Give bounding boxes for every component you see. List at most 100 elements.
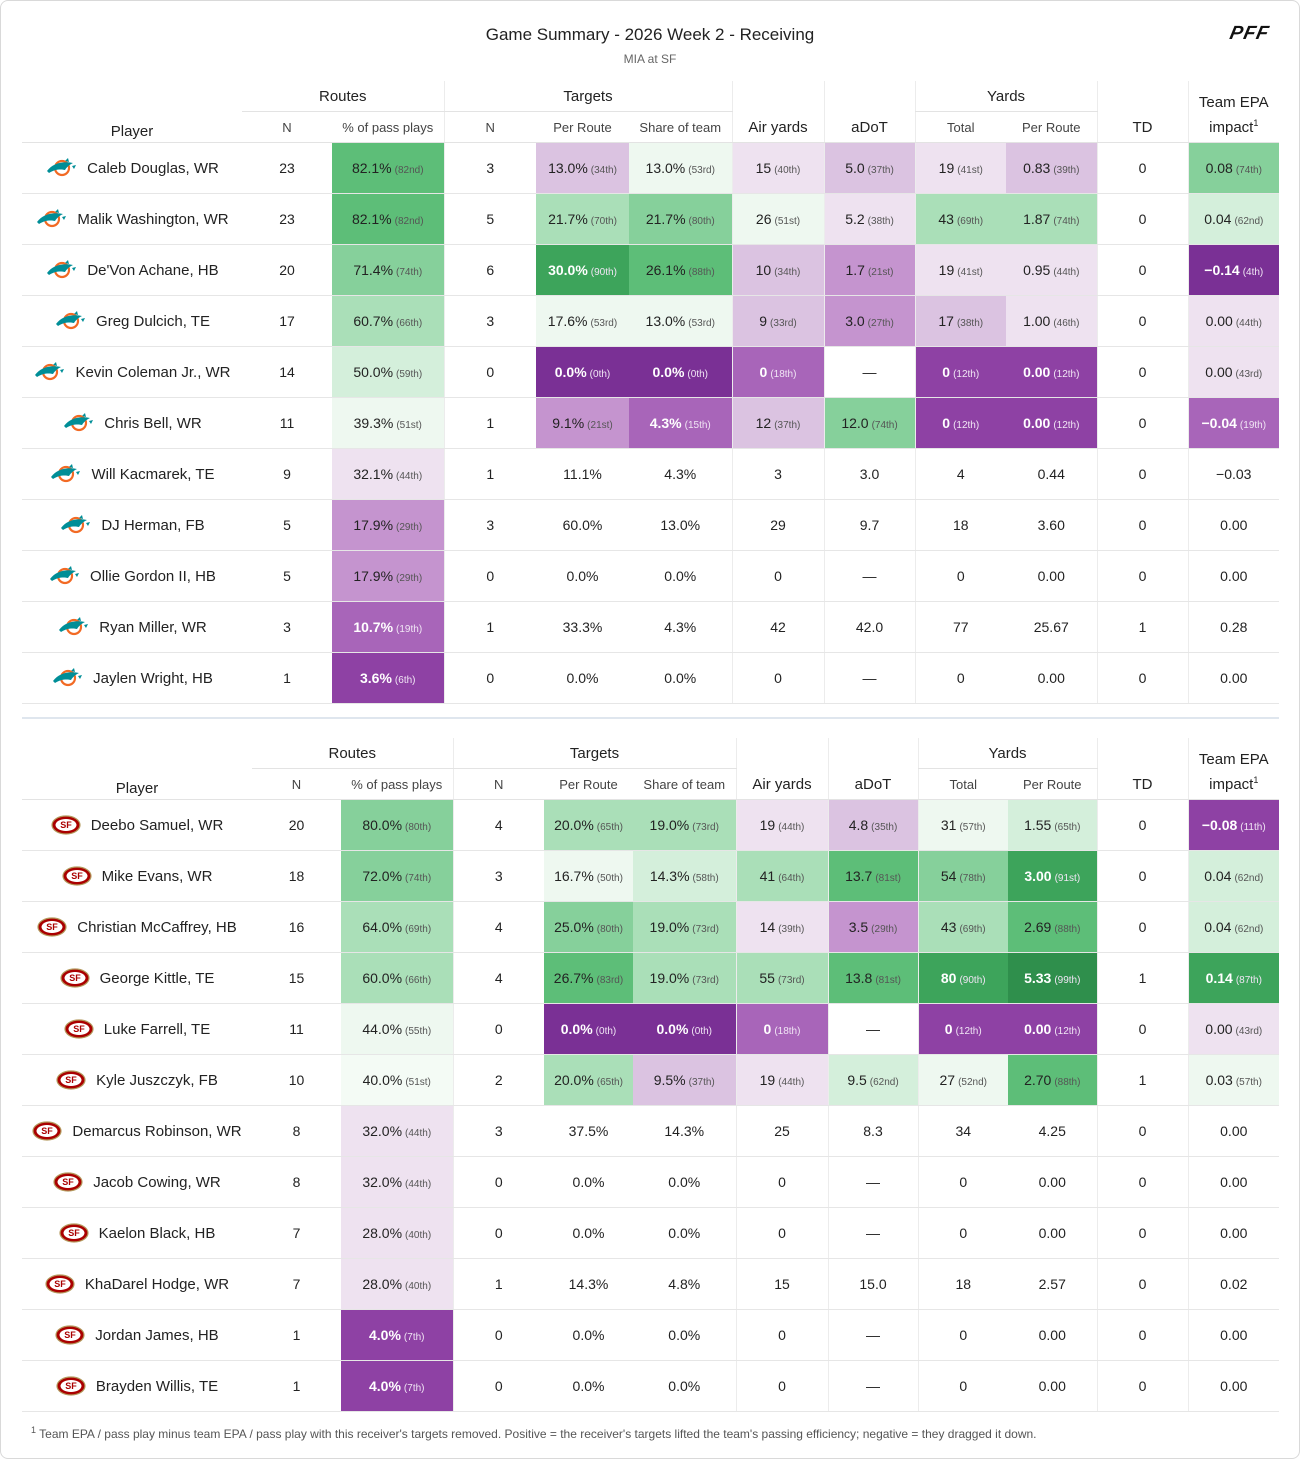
air-yards: 0 (18th) (731, 346, 824, 398)
yards-per-route-rank: (91st) (1054, 873, 1081, 884)
team-epa: 0.00 (1187, 550, 1280, 602)
targets-share-value: 21.7% (645, 211, 686, 227)
adot-value: 13.8 (845, 970, 873, 986)
yards-total: 0 (12th) (917, 1003, 1008, 1055)
td: 0 (1096, 550, 1189, 602)
header-routes: Routes (252, 738, 453, 769)
routes-n: 9 (242, 448, 332, 500)
routes-pct-value: 17.9% (353, 568, 394, 584)
routes-n: 23 (242, 142, 332, 194)
yards-total: 19 (41st) (914, 142, 1006, 194)
air-yards: 15 (735, 1258, 828, 1310)
yards-total-value: 0 (942, 415, 951, 431)
yards-total-value: 27 (939, 1072, 956, 1088)
player-name: Luke Farrell, TE (103, 1020, 211, 1038)
yards-per-route-value: 2.69 (1024, 919, 1052, 935)
49ers-logo-icon: SF (56, 1376, 86, 1396)
player-name: Demarcus Robinson, WR (72, 1122, 242, 1140)
targets-per-route-value: 20.0% (554, 817, 594, 833)
routes-n-value: 15 (288, 970, 305, 986)
td-value: 0 (1138, 364, 1147, 380)
routes-pct-value: 32.0% (362, 1123, 403, 1139)
team-epa-value: −0.14 (1204, 262, 1240, 278)
targets-n: 1 (443, 448, 536, 500)
yards-total-rank: (12th) (955, 1026, 982, 1037)
yards-total-value: 0 (956, 670, 965, 686)
targets-share: 0.0% (629, 652, 732, 704)
adot-value: — (862, 568, 877, 584)
yards-per-route-value: 5.33 (1024, 970, 1052, 986)
targets-per-route: 0.0% (0th) (536, 346, 629, 398)
team-epa-value: 0.00 (1220, 670, 1248, 686)
team-epa-value: −0.03 (1216, 466, 1252, 482)
svg-text:SF: SF (68, 1228, 80, 1238)
routes-n-value: 11 (289, 1021, 304, 1037)
table-row: Will Kacmarek, TE 9 32.1% (44th) 1 11.1% 4.3% 3… (22, 448, 1280, 500)
svg-text:SF: SF (42, 1126, 54, 1136)
routes-n-value: 14 (279, 364, 295, 380)
yards-per-route: 0.44 (1006, 448, 1098, 500)
routes-pct-rank: (82nd) (394, 216, 424, 227)
routes-n: 20 (252, 799, 341, 851)
routes-pct-value: 50.0% (353, 364, 394, 380)
team-epa: 0.04 (62nd) (1187, 850, 1280, 902)
player-name: Ollie Gordon II, HB (90, 567, 216, 585)
adot-value: 9.5 (847, 1072, 867, 1088)
svg-text:SF: SF (65, 1075, 77, 1085)
team-epa: 0.08 (74th) (1187, 142, 1280, 194)
targets-per-route-value: 16.7% (554, 868, 594, 884)
yards-total-value: 18 (955, 1276, 972, 1292)
table-row: DJ Herman, FB 5 17.9% (29th) 3 60.0% 13.0% 29 9.… (22, 499, 1280, 551)
adot: 5.2 (38th) (823, 193, 915, 245)
td: 0 (1096, 142, 1189, 194)
td: 0 (1096, 1156, 1189, 1208)
adot-value: — (862, 670, 877, 686)
team-epa-value: 0.00 (1220, 1174, 1248, 1190)
targets-n-value: 6 (486, 262, 495, 278)
air-yards-rank: (39th) (778, 924, 805, 935)
yards-per-route-value: 0.00 (1023, 415, 1051, 431)
49ers-logo-icon: SF (45, 1274, 75, 1294)
yards-total-value: 0 (959, 1327, 968, 1343)
targets-n: 1 (452, 1258, 544, 1310)
svg-text:SF: SF (60, 820, 72, 830)
td-value: 0 (1138, 1276, 1147, 1292)
routes-pct-value: 32.1% (353, 466, 394, 482)
air-yards-rank: (18th) (774, 1026, 801, 1037)
routes-n: 3 (242, 601, 332, 653)
page-title: Game Summary - 2026 Week 2 - Receiving (485, 25, 815, 44)
targets-per-route-value: 0.0% (572, 1378, 605, 1394)
targets-per-route-value: 11.1% (563, 466, 602, 482)
td-value: 0 (1138, 568, 1147, 584)
team-epa-rank: (44th) (1235, 318, 1262, 329)
routes-pct-rank: (59th) (396, 369, 423, 380)
targets-share: 19.0% (73rd) (633, 799, 736, 851)
team-epa: 0.28 (1187, 601, 1280, 653)
air-yards-rank: (64th) (778, 873, 805, 884)
dolphins-logo-svg (53, 668, 83, 687)
routes-n: 1 (252, 1309, 341, 1361)
targets-n: 1 (443, 601, 536, 653)
adot: — (827, 1156, 918, 1208)
targets-n-value: 3 (494, 868, 503, 884)
routes-pct-value: 44.0% (362, 1021, 403, 1037)
targets-per-route-value: 30.0% (548, 262, 588, 278)
yards-per-route-value: 3.60 (1037, 517, 1065, 533)
yards-per-route-value: 0.00 (1023, 364, 1051, 380)
yards-per-route-rank: (74th) (1053, 216, 1080, 227)
targets-n: 5 (443, 193, 536, 245)
routes-pct: 32.1% (44th) (332, 448, 444, 500)
yards-total-rank: (57th) (959, 822, 986, 833)
dolphins-logo-icon (33, 361, 65, 383)
targets-per-route-rank: (83rd) (596, 975, 624, 986)
air-yards: 42 (731, 601, 824, 653)
adot-rank: (29th) (871, 924, 898, 935)
player-name: Jordan James, HB (95, 1326, 219, 1344)
routes-n-value: 3 (283, 619, 291, 635)
adot-rank: (81st) (875, 975, 901, 986)
team-epa-value: 0.08 (1205, 160, 1233, 176)
pff-logo: PFF (1227, 23, 1272, 44)
targets-per-route-rank: (0th) (589, 369, 611, 380)
yards-total: 4 (914, 448, 1006, 500)
yards-total-rank: (12th) (953, 369, 980, 380)
